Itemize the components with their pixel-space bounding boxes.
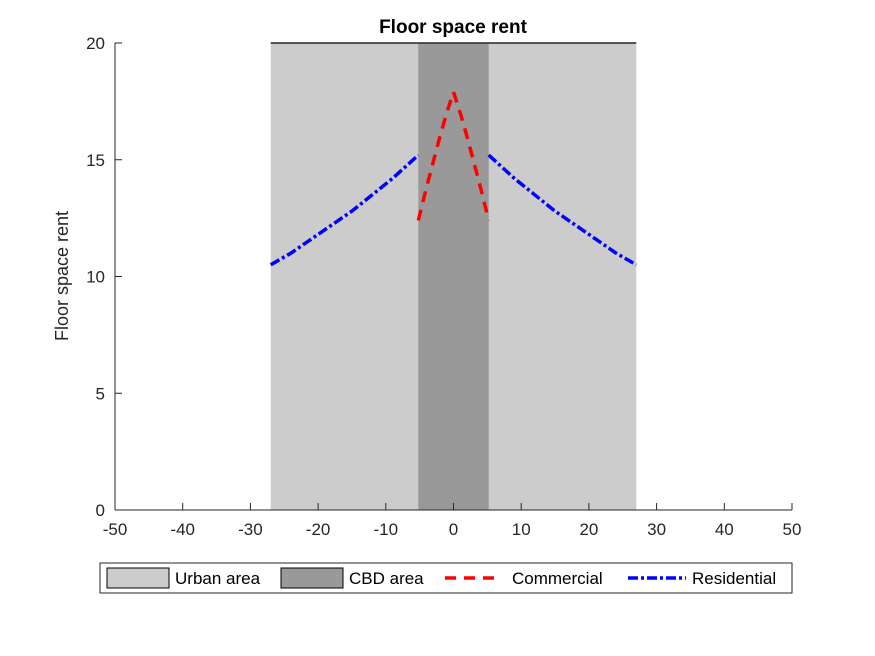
legend-label-urban-area: Urban area [175,569,261,588]
y-tick-label: 10 [86,268,105,287]
axes: -50 -40 -30 -20 -10 0 10 20 30 40 50 0 5 10 15 20 [86,34,801,539]
legend-label-residential: Residential [692,569,776,588]
x-tick-label: -50 [103,520,128,539]
y-tick-label: 15 [86,151,105,170]
x-tick-label: 50 [783,520,802,539]
series-residential-line-1 [269,153,420,267]
legend-label-cbd-area: CBD area [349,569,424,588]
region-cbd-area [418,43,489,510]
x-tick-label: -30 [238,520,263,539]
series-commercial-line-1 [416,91,456,221]
x-tick-label: 20 [579,520,598,539]
x-tick-label: -20 [306,520,331,539]
x-tick-label: 0 [449,520,458,539]
series-residential-line-2 [487,153,638,267]
shaded-regions [270,43,637,510]
chart-title: Floor space rent [379,17,527,38]
plot-area: -50 -40 -30 -20 -10 0 10 20 30 40 50 0 5 10 15 20 [86,34,801,539]
series-commercial-line-2 [451,91,491,221]
data-series [269,91,638,267]
y-tick-label: 20 [86,34,105,53]
legend-swatch-cbd-area [280,567,344,589]
y-tick-label: 5 [96,384,105,403]
x-tick-label: 10 [512,520,531,539]
y-axis-ticks: 0 5 10 15 20 [86,34,122,520]
legend-swatch-urban-area [106,567,170,589]
x-axis-ticks: -50 -40 -30 -20 -10 0 10 20 30 40 50 [103,503,802,539]
y-tick-label: 0 [96,501,105,520]
x-tick-label: 40 [715,520,734,539]
x-tick-label: -10 [374,520,399,539]
x-tick-label: 30 [647,520,666,539]
x-tick-label: -40 [170,520,195,539]
y-axis-label: Floor space rent [52,211,72,341]
legend: Urban area CBD area Commercial Residenti… [99,562,793,594]
legend-label-commercial: Commercial [512,569,603,588]
